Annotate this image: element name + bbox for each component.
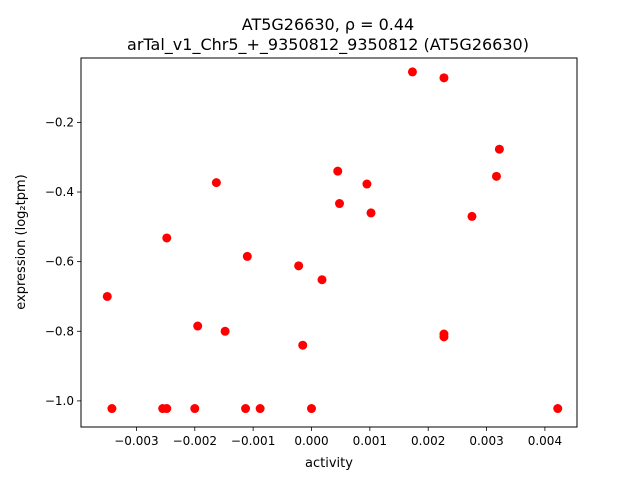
x-tick-label: −0.002 xyxy=(173,434,217,448)
x-tick-label: 0.000 xyxy=(294,434,328,448)
x-tick-label: 0.003 xyxy=(469,434,503,448)
data-point xyxy=(467,211,477,221)
y-tick-label: −1.0 xyxy=(45,394,74,408)
x-tick-label: 0.002 xyxy=(411,434,445,448)
data-point xyxy=(494,144,504,154)
x-tick-label: −0.003 xyxy=(114,434,158,448)
x-axis-label: activity xyxy=(305,456,353,471)
data-point xyxy=(190,404,200,414)
data-point xyxy=(298,340,308,350)
data-point xyxy=(439,73,449,83)
data-point xyxy=(553,404,563,414)
data-point xyxy=(242,251,252,261)
data-point xyxy=(317,275,327,285)
data-point xyxy=(255,404,265,414)
chart-title-line2: arTal_v1_Chr5_+_9350812_9350812 (AT5G266… xyxy=(127,35,529,55)
data-point xyxy=(162,233,172,243)
data-point xyxy=(211,178,221,188)
x-tick-label: 0.001 xyxy=(353,434,387,448)
data-point xyxy=(366,208,376,218)
data-point xyxy=(294,261,304,271)
data-point xyxy=(491,171,501,181)
data-point xyxy=(362,179,372,189)
y-tick-label: −0.2 xyxy=(45,115,74,129)
data-point xyxy=(241,404,251,414)
plot-area xyxy=(80,57,578,428)
y-tick-label: −0.8 xyxy=(45,324,74,338)
data-point xyxy=(193,321,203,331)
x-tick-label: −0.001 xyxy=(231,434,275,448)
data-point xyxy=(102,291,112,301)
y-tick-label: −0.6 xyxy=(45,255,74,269)
data-point xyxy=(407,67,417,77)
chart-title-line1: AT5G26630, ρ = 0.44 xyxy=(242,15,414,34)
x-axis-ticks: −0.003 −0.002 −0.001 0.000 0.001 0.002 0.003 0.… xyxy=(114,427,562,448)
y-axis-label: expression (log₂tpm) xyxy=(14,174,29,309)
y-tick-label: −0.4 xyxy=(45,185,74,199)
x-tick-label: 0.004 xyxy=(528,434,562,448)
data-point xyxy=(162,404,172,414)
data-point xyxy=(335,199,345,209)
data-point xyxy=(107,404,117,414)
data-point xyxy=(306,404,316,414)
data-point xyxy=(333,166,343,176)
y-axis-ticks: −1.0 −0.8 −0.6 −0.4 −0.2 xyxy=(45,115,81,408)
data-point xyxy=(439,332,449,342)
data-point xyxy=(220,326,230,336)
data-points xyxy=(102,67,563,414)
